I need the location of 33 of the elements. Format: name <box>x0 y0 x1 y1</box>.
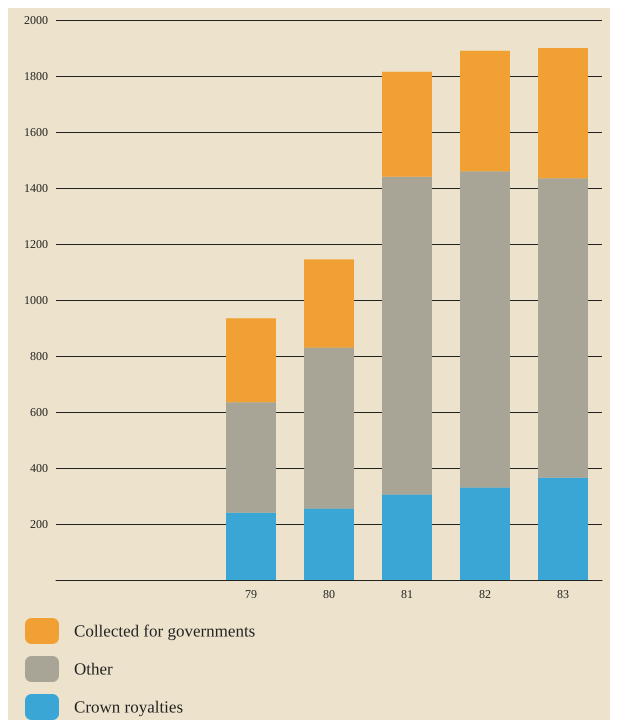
bar <box>304 259 354 348</box>
legend-label: Other <box>74 660 114 678</box>
bar <box>304 508 354 580</box>
bar <box>226 512 276 580</box>
y-tick-label: 1000 <box>24 293 48 307</box>
y-tick-label: 400 <box>30 461 48 475</box>
y-tick-label: 200 <box>30 517 48 531</box>
x-tick-label: 81 <box>401 587 413 601</box>
bar <box>226 318 276 402</box>
y-tick-label: 800 <box>30 349 48 363</box>
bar <box>304 348 354 509</box>
legend-label: Collected for governments <box>74 622 256 640</box>
bar <box>538 478 588 580</box>
x-tick-label: 83 <box>557 587 569 601</box>
bar <box>382 176 432 495</box>
bar <box>460 488 510 580</box>
bar <box>538 178 588 478</box>
y-tick-label: 1400 <box>24 181 48 195</box>
x-tick-label: 82 <box>479 587 491 601</box>
bar <box>382 494 432 580</box>
bar <box>226 402 276 513</box>
y-tick-label: 1600 <box>24 125 48 139</box>
x-tick-label: 80 <box>323 587 335 601</box>
bar <box>382 72 432 177</box>
bar <box>538 48 588 178</box>
bar <box>460 50 510 172</box>
y-tick-label: 2000 <box>24 13 48 27</box>
y-tick-label: 1800 <box>24 69 48 83</box>
x-tick-label: 79 <box>245 587 257 601</box>
y-tick-label: 600 <box>30 405 48 419</box>
y-tick-label: 1200 <box>24 237 48 251</box>
bar <box>460 171 510 488</box>
legend-label: Crown royalties <box>74 698 184 716</box>
